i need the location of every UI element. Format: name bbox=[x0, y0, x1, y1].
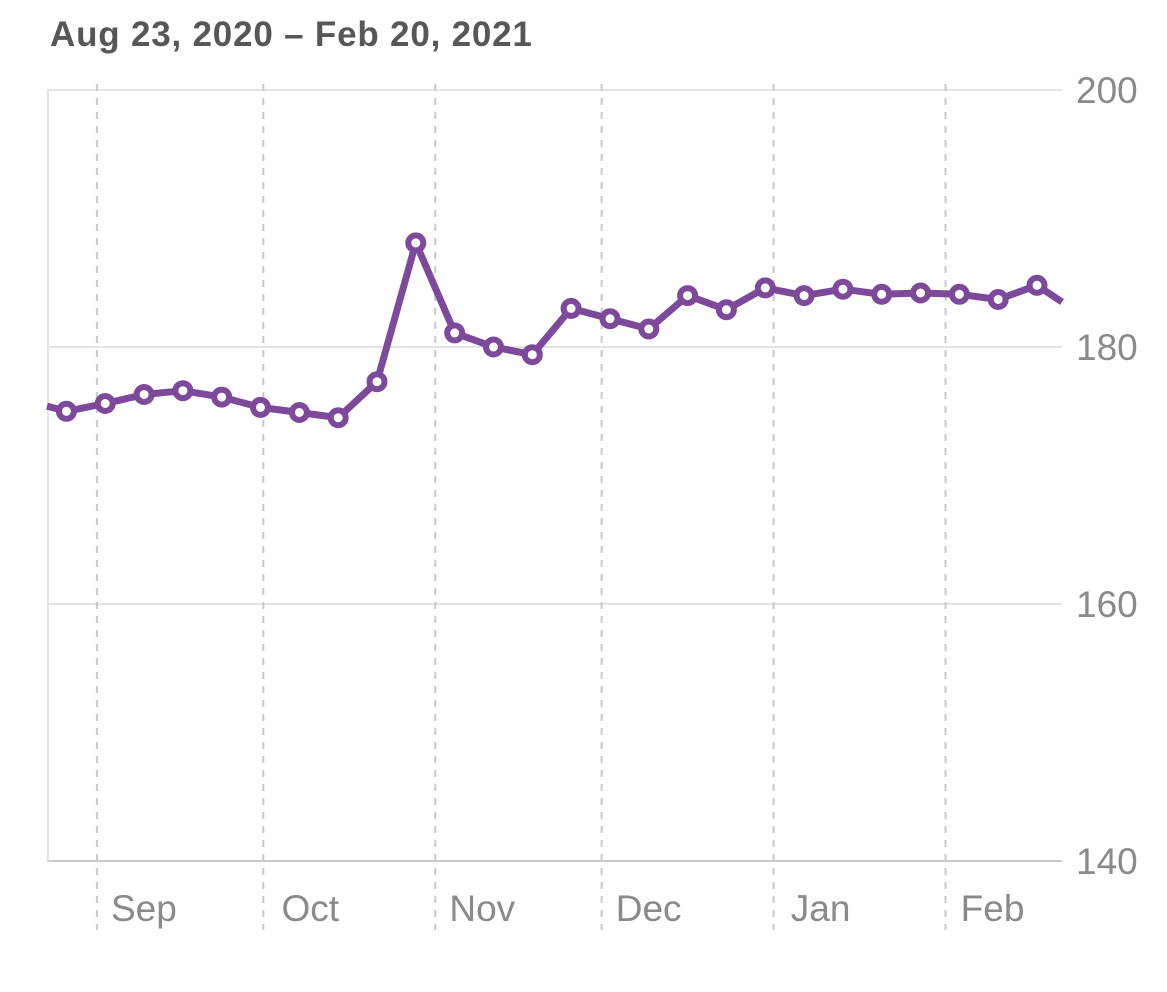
data-point-oct-21[interactable] bbox=[366, 371, 388, 393]
data-point-feb-10[interactable] bbox=[987, 289, 1009, 310]
data-point-feb-17[interactable] bbox=[1026, 274, 1048, 296]
data-point-dec-2[interactable] bbox=[599, 308, 621, 330]
data-point-oct-7[interactable] bbox=[288, 402, 310, 423]
y-tick-label-140: 140 bbox=[1076, 841, 1138, 882]
x-tick-label-dec: Dec bbox=[616, 888, 682, 929]
data-point-sep-23[interactable] bbox=[211, 386, 233, 408]
horizontal-gridlines bbox=[47, 89, 1062, 862]
x-tick-label-feb: Feb bbox=[961, 888, 1025, 929]
data-point-dec-16[interactable] bbox=[677, 285, 699, 307]
data-point-nov-18[interactable] bbox=[521, 344, 543, 366]
data-point-dec-9[interactable] bbox=[638, 318, 660, 340]
trend-line bbox=[46, 239, 1064, 422]
data-point-nov-25[interactable] bbox=[560, 297, 582, 319]
data-point-jan-20[interactable] bbox=[871, 283, 893, 305]
x-tick-label-nov: Nov bbox=[449, 888, 515, 929]
data-point-sep-2[interactable] bbox=[94, 393, 116, 414]
data-point-dec-30[interactable] bbox=[754, 277, 776, 299]
x-tick-label-oct: Oct bbox=[282, 888, 340, 929]
data-point-dec-23[interactable] bbox=[715, 299, 737, 321]
y-tick-label-160: 160 bbox=[1076, 584, 1138, 625]
data-point-nov-11[interactable] bbox=[483, 336, 504, 358]
data-point-sep-30[interactable] bbox=[250, 396, 271, 418]
y-axis-tick-labels: 200 180 160 140 bbox=[1076, 70, 1138, 882]
month-dashed-gridlines bbox=[95, 84, 947, 930]
data-point-feb-3[interactable] bbox=[948, 283, 970, 305]
y-tick-label-180: 180 bbox=[1076, 327, 1138, 368]
x-tick-label-jan: Jan bbox=[791, 888, 851, 929]
data-point-oct-14[interactable] bbox=[327, 407, 349, 429]
data-point-oct-28[interactable] bbox=[405, 232, 427, 254]
data-point-nov-4[interactable] bbox=[444, 322, 466, 344]
x-tick-label-sep: Sep bbox=[111, 888, 177, 929]
x-axis-month-labels: Sep Oct Nov Dec Jan Feb bbox=[111, 888, 1024, 929]
data-point-jan-13[interactable] bbox=[832, 278, 854, 300]
data-point-markers bbox=[55, 232, 1048, 429]
data-point-sep-16[interactable] bbox=[172, 380, 194, 402]
y-tick-label-200: 200 bbox=[1076, 70, 1138, 111]
data-point-jan-27[interactable] bbox=[910, 282, 932, 304]
date-range-title: Aug 23, 2020 – Feb 20, 2021 bbox=[50, 15, 533, 54]
data-point-aug-26[interactable] bbox=[55, 400, 77, 422]
data-point-sep-9[interactable] bbox=[133, 384, 155, 405]
data-point-jan-6[interactable] bbox=[793, 285, 815, 307]
